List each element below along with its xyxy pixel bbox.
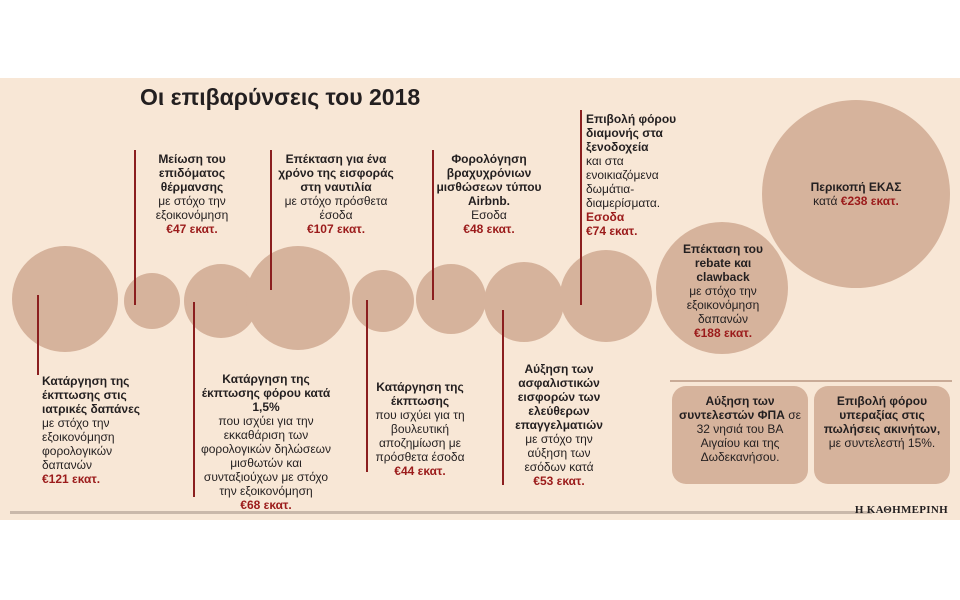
circle-airbnb <box>416 264 486 334</box>
item-iatrikes-value: €121 εκατ. <box>42 472 101 486</box>
item-rebate-value: €188 εκατ. <box>693 326 753 340</box>
item-thermansi-desc: με στόχο την εξοικονόμηση <box>155 194 229 222</box>
connector-thermansi <box>134 150 136 305</box>
item-rebate: Επέκταση του rebate και clawback με στόχ… <box>670 242 776 340</box>
item-vouleftiki-desc: που ισχύει για τη βουλευτική αποζημίωση … <box>375 408 465 464</box>
item-ekas: Περικοπή ΕΚΑΣ κατά €238 εκατ. <box>786 180 926 208</box>
item-iatrikes-desc: με στόχο την εξοικονόμηση φορολογικών δα… <box>42 416 115 472</box>
item-airbnb-value: €48 εκατ. <box>463 222 515 236</box>
item-airbnb-head: Φορολόγηση βραχυχρόνιων μισθώσεων τύπου … <box>436 152 542 208</box>
item-ekptosi-forou-head: Κατάργηση της έκπτωσης φόρου κατά 1,5% <box>201 372 331 414</box>
box-fpa-head: Αύξηση των συντελεστών ΦΠΑ <box>679 394 785 422</box>
item-ekas-value: €238 εκατ. <box>840 194 899 208</box>
connector-vouleftiki <box>366 300 368 472</box>
item-diamoni-value: €74 εκατ. <box>586 224 638 238</box>
item-iatrikes: Κατάργηση της έκπτωσης στις ιατρικές δαπ… <box>42 374 152 486</box>
item-vouleftiki-value: €44 εκατ. <box>394 464 446 478</box>
item-asfalistikes: Αύξηση των ασφαλιστικών εισφορών των ελε… <box>506 362 612 488</box>
footer-rule <box>10 511 872 514</box>
connector-diamoni <box>580 110 582 305</box>
item-naftilia: Επέκταση για ένα χρόνο της εισφοράς στη … <box>274 152 398 236</box>
item-asfalistikes-desc: με στόχο την αύξηση των εσόδων κατά <box>524 432 594 474</box>
connector-naftilia <box>270 150 272 290</box>
connector-ekptosi-forou <box>193 302 195 497</box>
item-naftilia-head: Επέκταση για ένα χρόνο της εισφοράς στη … <box>278 152 394 194</box>
item-diamoni-desc2: Εσοδα <box>586 210 625 224</box>
circle-ekas <box>762 100 950 288</box>
item-diamoni-head: Επιβολή φόρου διαμονής στα ξενοδοχεία <box>586 112 677 154</box>
item-vouleftiki-head: Κατάργηση της έκπτωσης <box>376 380 464 408</box>
item-airbnb-desc: Εσοδα <box>471 208 507 222</box>
item-thermansi-value: €47 εκατ. <box>166 222 218 236</box>
box-ypeaxia: Επιβολή φόρου υπεραξίας στις πωλήσεις ακ… <box>814 386 950 484</box>
item-ekptosi-forou-desc: που ισχύει για την εκκαθάριση των φορολο… <box>200 414 332 498</box>
circle-iatrikes <box>12 246 118 352</box>
item-asfalistikes-value: €53 εκατ. <box>533 474 585 488</box>
circle-diamoni <box>560 250 652 342</box>
box-fpa: Αύξηση των συντελεστών ΦΠΑ σε 32 νησιά τ… <box>672 386 808 484</box>
item-naftilia-value: €107 εκατ. <box>306 222 366 236</box>
circle-ekptosi-forou <box>184 264 258 338</box>
infographic-title: Οι επιβαρύνσεις του 2018 <box>140 84 421 110</box>
item-ekas-desc: κατά <box>813 194 838 208</box>
item-thermansi-head: Μείωση του επιδόματος θέρμανσης <box>158 152 226 194</box>
circle-naftilia <box>246 246 350 350</box>
connector-airbnb <box>432 150 434 300</box>
item-asfalistikes-head: Αύξηση των ασφαλιστικών εισφορών των ελε… <box>515 362 603 432</box>
boxes-divider <box>670 380 952 382</box>
box-ypeaxia-desc: με συντελεστή 15%. <box>828 436 936 450</box>
circle-asfalistikes <box>484 262 564 342</box>
circle-thermansi <box>124 273 180 329</box>
circle-rebate <box>656 222 788 354</box>
item-diamoni-desc: και στα ενοικιαζόμενα δωμάτια-διαμερίσμα… <box>586 154 661 210</box>
connector-iatrikes <box>37 295 39 375</box>
item-rebate-head: Επέκταση του rebate και clawback <box>683 242 763 284</box>
kathimerini-logo: Η ΚΑΘΗΜΕΡΙΝΗ <box>854 504 948 516</box>
item-naftilia-desc: με στόχο πρόσθετα έσοδα <box>284 194 388 222</box>
item-thermansi: Μείωση του επιδόματος θέρμανσης με στόχο… <box>138 152 246 236</box>
circle-vouleftiki <box>352 270 414 332</box>
connector-asfalistikes <box>502 310 504 485</box>
item-rebate-desc: με στόχο την εξοικονόμηση δαπανών <box>686 284 760 326</box>
box-ypeaxia-head: Επιβολή φόρου υπεραξίας στις πωλήσεις ακ… <box>823 394 941 436</box>
item-ekptosi-forou: Κατάργηση της έκπτωσης φόρου κατά 1,5% π… <box>197 372 335 512</box>
item-ekas-head: Περικοπή ΕΚΑΣ <box>810 180 902 194</box>
item-ekptosi-forou-value: €68 εκατ. <box>240 498 292 512</box>
item-iatrikes-head: Κατάργηση της έκπτωσης στις ιατρικές δαπ… <box>42 374 140 416</box>
item-diamoni: Επιβολή φόρου διαμονής στα ξενοδοχεία κα… <box>586 112 688 238</box>
box-fpa-desc: σε 32 νησιά του ΒΑ Αιγαίου και της Δωδεκ… <box>696 408 801 464</box>
item-airbnb: Φορολόγηση βραχυχρόνιων μισθώσεων τύπου … <box>436 152 542 236</box>
item-vouleftiki: Κατάργηση της έκπτωσης που ισχύει για τη… <box>370 380 470 478</box>
